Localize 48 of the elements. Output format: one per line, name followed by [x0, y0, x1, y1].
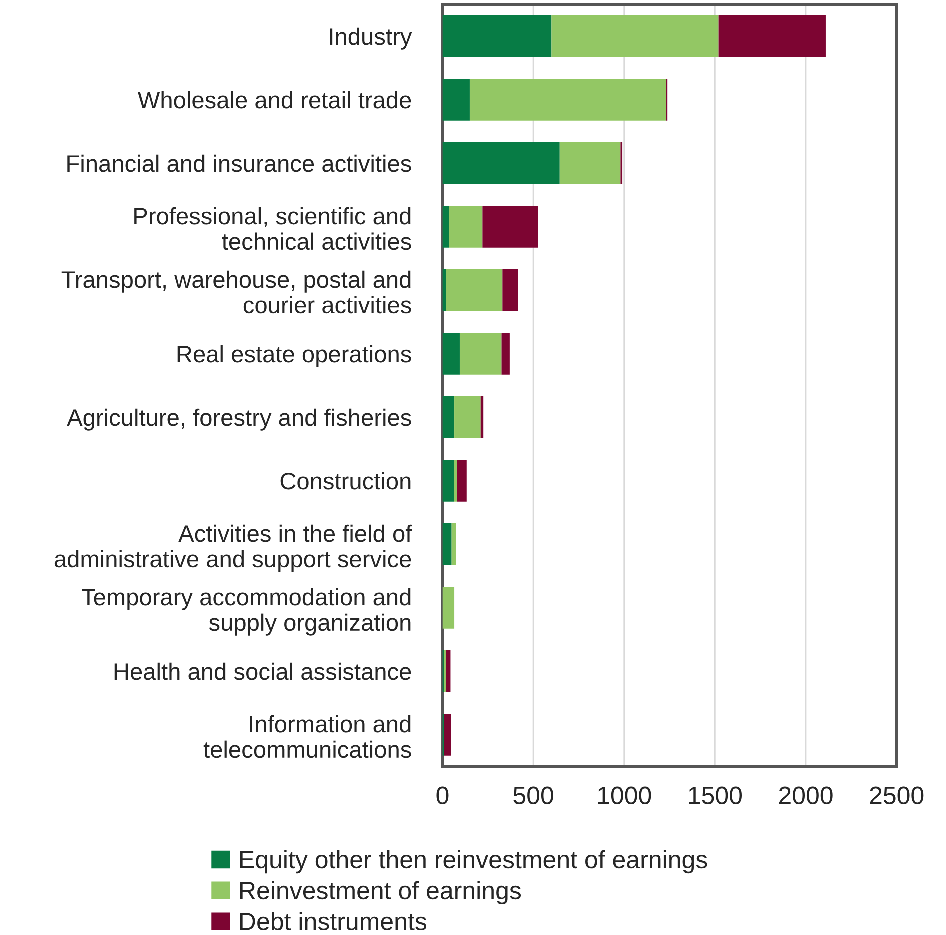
y-tick-label: Wholesale and retail trade — [138, 91, 412, 109]
y-tick-label: Activities in the field of administrative and support service — [54, 524, 412, 572]
y-tick-label: Health and social assistance — [114, 662, 412, 680]
x-tick-label: 1000 — [598, 786, 652, 805]
bar — [480, 396, 484, 438]
bar — [449, 206, 483, 248]
bar — [718, 15, 826, 58]
y-tick-label: Construction — [280, 472, 411, 490]
bar — [552, 15, 719, 58]
bar — [442, 15, 552, 58]
y-tick-label: Financial and insurance activities — [68, 154, 412, 172]
y-tick-label: Agriculture, forestry and fisheries — [67, 408, 412, 431]
legend-label: Reinvestment of earnings — [240, 881, 522, 905]
legend-label: Equity other then reinvestment of earnings — [240, 850, 708, 874]
x-tick-label: 2500 — [870, 786, 924, 805]
bar — [502, 332, 510, 375]
bar — [460, 332, 502, 375]
bar — [442, 206, 450, 248]
bar — [442, 78, 470, 121]
bar — [454, 460, 458, 502]
bar — [482, 206, 538, 248]
bar — [446, 650, 451, 692]
legend-label: Debt instruments — [240, 912, 427, 931]
x-tick-label: 2000 — [779, 786, 833, 805]
y-tick-label: Temporary accommodation and supply organization — [82, 588, 411, 636]
bar — [452, 523, 456, 566]
y-tick-label: Industry — [330, 28, 412, 50]
bar — [470, 78, 666, 121]
y-tick-label: Information and telecommunications — [204, 715, 412, 758]
bar — [442, 586, 455, 629]
y-tick-label: Transport, warehouse, postal and courier activities — [62, 270, 412, 314]
bar — [442, 523, 452, 566]
y-tick-label: Real estate operations — [178, 345, 412, 368]
bar — [442, 332, 460, 375]
bar — [502, 269, 518, 312]
bar — [560, 142, 621, 184]
bar — [454, 396, 481, 438]
x-tick-label: 1500 — [689, 786, 742, 805]
bar — [444, 714, 452, 756]
bar — [442, 396, 455, 438]
bar — [446, 269, 503, 312]
x-tick-label: 0 — [436, 786, 449, 805]
bar — [442, 142, 560, 184]
bar — [442, 460, 454, 502]
y-tick-label: Professional, scientific and technical activities — [134, 207, 412, 250]
bar — [457, 460, 467, 502]
bar — [442, 269, 446, 312]
x-tick-label: 500 — [514, 786, 554, 805]
